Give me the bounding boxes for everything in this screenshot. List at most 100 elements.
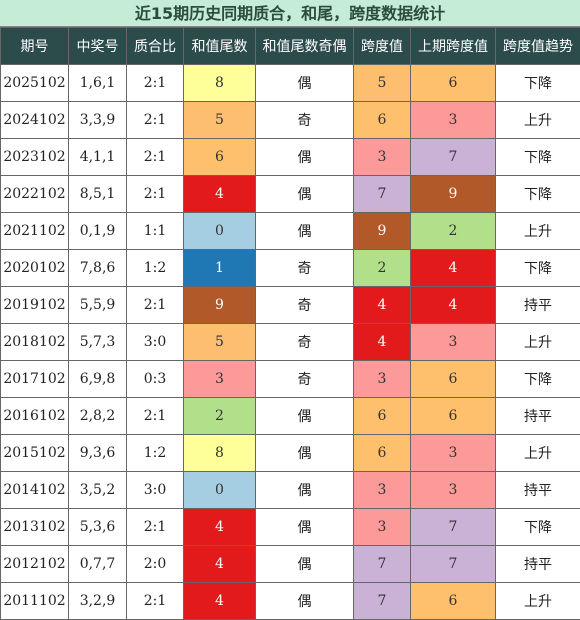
cell-trend: 下降 [496, 65, 580, 102]
cell-period: 2014102 [1, 472, 69, 509]
cell-period: 2013102 [1, 509, 69, 546]
cell-trend: 下降 [496, 509, 580, 546]
cell-ratio: 3:0 [127, 324, 184, 361]
header-prev-span: 上期跨度值 [411, 28, 496, 65]
cell-span: 3 [354, 139, 411, 176]
cell-sum-tail: 2 [184, 398, 256, 435]
cell-parity: 偶 [256, 65, 354, 102]
cell-parity: 偶 [256, 472, 354, 509]
cell-ratio: 1:2 [127, 250, 184, 287]
cell-parity: 偶 [256, 398, 354, 435]
cell-sum-tail: 5 [184, 324, 256, 361]
cell-ratio: 2:0 [127, 546, 184, 583]
cell-period: 2015102 [1, 435, 69, 472]
cell-numbers: 3,3,9 [69, 102, 127, 139]
table-title: 近15期历史同期质合，和尾，跨度数据统计 [0, 0, 580, 27]
cell-period: 2016102 [1, 398, 69, 435]
header-numbers: 中奖号 [69, 28, 127, 65]
cell-span: 6 [354, 102, 411, 139]
cell-period: 2018102 [1, 324, 69, 361]
cell-period: 2017102 [1, 361, 69, 398]
cell-numbers: 5,3,6 [69, 509, 127, 546]
cell-sum-tail: 4 [184, 509, 256, 546]
cell-sum-tail: 0 [184, 472, 256, 509]
cell-trend: 上升 [496, 324, 580, 361]
header-row: 期号 中奖号 质合比 和值尾数 和值尾数奇偶 跨度值 上期跨度值 跨度值趋势 [1, 28, 580, 65]
cell-span: 7 [354, 583, 411, 620]
cell-parity: 奇 [256, 287, 354, 324]
cell-prev-span: 7 [411, 546, 496, 583]
cell-prev-span: 9 [411, 176, 496, 213]
cell-trend: 上升 [496, 435, 580, 472]
cell-prev-span: 4 [411, 250, 496, 287]
cell-span: 9 [354, 213, 411, 250]
cell-sum-tail: 0 [184, 213, 256, 250]
cell-span: 4 [354, 324, 411, 361]
cell-ratio: 2:1 [127, 583, 184, 620]
cell-parity: 偶 [256, 213, 354, 250]
cell-span: 6 [354, 398, 411, 435]
cell-trend: 持平 [496, 546, 580, 583]
cell-sum-tail: 8 [184, 65, 256, 102]
cell-sum-tail: 9 [184, 287, 256, 324]
cell-sum-tail: 6 [184, 139, 256, 176]
cell-ratio: 2:1 [127, 287, 184, 324]
header-span: 跨度值 [354, 28, 411, 65]
cell-span: 6 [354, 435, 411, 472]
cell-numbers: 5,5,9 [69, 287, 127, 324]
cell-prev-span: 3 [411, 435, 496, 472]
cell-trend: 上升 [496, 102, 580, 139]
cell-numbers: 7,8,6 [69, 250, 127, 287]
cell-numbers: 1,6,1 [69, 65, 127, 102]
cell-trend: 下降 [496, 250, 580, 287]
cell-ratio: 2:1 [127, 139, 184, 176]
cell-trend: 持平 [496, 398, 580, 435]
cell-period: 2020102 [1, 250, 69, 287]
cell-prev-span: 3 [411, 102, 496, 139]
cell-parity: 奇 [256, 324, 354, 361]
cell-numbers: 9,3,6 [69, 435, 127, 472]
cell-ratio: 1:1 [127, 213, 184, 250]
cell-period: 2022102 [1, 176, 69, 213]
cell-sum-tail: 1 [184, 250, 256, 287]
cell-period: 2023102 [1, 139, 69, 176]
cell-prev-span: 4 [411, 287, 496, 324]
cell-ratio: 2:1 [127, 176, 184, 213]
cell-prev-span: 7 [411, 139, 496, 176]
cell-prev-span: 2 [411, 213, 496, 250]
cell-ratio: 2:1 [127, 398, 184, 435]
cell-span: 7 [354, 546, 411, 583]
cell-numbers: 5,7,3 [69, 324, 127, 361]
cell-span: 4 [354, 287, 411, 324]
cell-numbers: 3,2,9 [69, 583, 127, 620]
cell-ratio: 1:2 [127, 435, 184, 472]
cell-numbers: 0,1,9 [69, 213, 127, 250]
cell-period: 2021102 [1, 213, 69, 250]
cell-trend: 上升 [496, 583, 580, 620]
header-sum-tail: 和值尾数 [184, 28, 256, 65]
cell-parity: 偶 [256, 435, 354, 472]
cell-trend: 下降 [496, 176, 580, 213]
cell-span: 3 [354, 361, 411, 398]
cell-period: 2025102 [1, 65, 69, 102]
cell-trend: 上升 [496, 213, 580, 250]
cell-parity: 偶 [256, 509, 354, 546]
cell-prev-span: 6 [411, 361, 496, 398]
cell-span: 3 [354, 509, 411, 546]
cell-numbers: 4,1,1 [69, 139, 127, 176]
cell-ratio: 0:3 [127, 361, 184, 398]
header-ratio: 质合比 [127, 28, 184, 65]
cell-numbers: 6,9,8 [69, 361, 127, 398]
cell-span: 5 [354, 65, 411, 102]
cell-parity: 偶 [256, 546, 354, 583]
cell-period: 2012102 [1, 546, 69, 583]
